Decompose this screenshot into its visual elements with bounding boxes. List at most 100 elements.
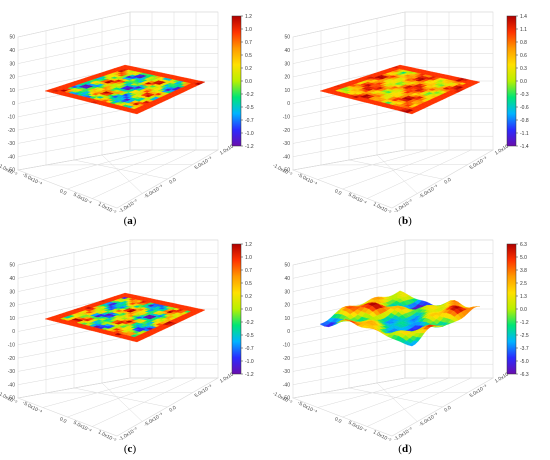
y-tick-label: -1.0x10⁻² (118, 198, 139, 214)
x-tick-label: -5.0x10⁻³ (21, 172, 43, 187)
colorbar-tick-label: -1.2 (245, 372, 254, 378)
z-tick-label: 0 (12, 329, 15, 335)
floor-gridline (67, 377, 175, 418)
colorbar-tick-label: -0.6 (520, 105, 529, 111)
z-tick-label: -50 (283, 168, 290, 174)
colorbar-tick-label: -5.0 (520, 359, 529, 365)
colorbar-tick-label: 1.2 (245, 14, 252, 20)
z-tick-label: 0 (287, 329, 290, 335)
panel-3: 50403020100-10-20-30-40-50-1.0x10⁻²-5.0x… (272, 239, 529, 455)
x-tick-label: -1.0x10⁻² (0, 163, 18, 178)
colorbar-tick-label: -2.5 (520, 333, 529, 339)
colorbar-tick-label: -1.0 (245, 359, 254, 365)
surface (44, 64, 206, 115)
colorbar-tick-label: -0.7 (245, 346, 254, 352)
z-tick-label: -30 (283, 369, 290, 375)
colorbar-tick-label: -1.1 (520, 131, 529, 137)
floor-gridline (320, 164, 468, 166)
surface (319, 64, 481, 115)
colorbar-tick-label: 0.3 (520, 66, 527, 72)
floor (291, 149, 495, 209)
z-tick-label: 50 (9, 35, 15, 41)
colorbar-tick-label: 0.0 (520, 79, 527, 85)
colorbar-tick-label: -3.7 (520, 346, 529, 352)
y-tick-label: -5.0x10⁻³ (143, 184, 164, 200)
x-tick-label: -1.0x10⁻² (0, 391, 18, 406)
floor (16, 149, 220, 209)
z-tick-label: -40 (8, 154, 15, 160)
colorbar-tick-label: 1.3 (520, 294, 527, 300)
z-tick-label: 10 (9, 316, 15, 322)
colorbar-tick-label: 0.0 (245, 79, 252, 85)
y-tick-label: -5.0x10⁻³ (418, 412, 439, 428)
colorbar-tick-label: -0.8 (520, 118, 529, 124)
z-tick-label: -10 (283, 115, 290, 121)
z-tick-label: -50 (8, 396, 15, 402)
colorbar-tick-label: 1.1 (520, 27, 527, 33)
x-tick-label: 0.0 (58, 416, 67, 425)
x-tick-label: -1.0x10⁻² (272, 163, 294, 178)
colorbar (231, 243, 242, 375)
colorbar-tick-label: 0.5 (245, 281, 252, 287)
z-tick-label: 40 (9, 276, 15, 282)
floor-gridline (342, 149, 450, 190)
z-tick-label: -20 (283, 356, 290, 362)
x-tick-label: 5.0x10⁻³ (72, 420, 92, 435)
colorbar-tick-label: 5.0 (520, 255, 527, 261)
y-tick-label: -1.0x10⁻² (118, 426, 139, 442)
colorbar-tick-label: 0.6 (520, 53, 527, 59)
floor-gridline (101, 154, 143, 194)
z-tick-label: 20 (9, 75, 15, 81)
floor-gridline (342, 377, 450, 418)
panel-label: (b) (398, 215, 412, 227)
z-tick-label: 10 (284, 88, 290, 94)
z-tick-label: 50 (284, 263, 290, 269)
z-tick-label: -30 (283, 141, 290, 147)
x-tick-label: -5.0x10⁻³ (296, 400, 318, 415)
z-tick-label: 10 (284, 316, 290, 322)
floor-gridline (92, 377, 197, 427)
panel-label: (d) (398, 443, 412, 455)
colorbar-tick-label: 0.0 (520, 307, 527, 313)
colorbar-tick-label: 0.2 (245, 294, 252, 300)
surface-cell (197, 81, 206, 84)
z-tick-label: -20 (8, 356, 15, 362)
panel-label: (a) (124, 215, 137, 227)
x-tick-label: 5.0x10⁻³ (347, 420, 367, 435)
colorbar-tick-label: -1.4 (520, 144, 529, 150)
colorbar (506, 15, 517, 147)
colorbar-tick-label: 6.3 (520, 242, 527, 248)
colorbar-tick-label: 1.0 (245, 27, 252, 33)
colorbar-tick-label: 0.7 (245, 40, 252, 46)
z-tick-label: -40 (283, 154, 290, 160)
surface-cell (472, 81, 481, 84)
x-tick-label: 5.0x10⁻³ (347, 192, 367, 207)
floor-gridline (367, 377, 472, 427)
colorbar-tick-label: -0.7 (245, 118, 254, 124)
z-tick-label: 0 (287, 101, 290, 107)
z-tick-label: -30 (8, 141, 15, 147)
floor-gridline (376, 154, 418, 194)
colorbar-tick-label: 0.8 (520, 40, 527, 46)
colorbar-tick-label: 0.0 (245, 307, 252, 313)
panel-0: 50403020100-10-20-30-40-50-1.0x10⁻²-5.0x… (0, 11, 254, 227)
colorbar-tick-label: 3.8 (520, 268, 527, 274)
floor (291, 377, 495, 437)
colorbar-tick-label: -0.2 (245, 92, 254, 98)
colorbar-tick-label: 0.7 (245, 268, 252, 274)
panel-label: (c) (124, 443, 137, 455)
z-tick-label: 0 (12, 101, 15, 107)
colorbar-tick-label: -6.3 (520, 372, 529, 378)
y-tick-label: 0.0 (443, 405, 452, 414)
colorbar-tick-label: 1.4 (520, 14, 527, 20)
z-tick-label: -40 (283, 382, 290, 388)
z-tick-label: -10 (283, 343, 290, 349)
colorbar-tick-label: 1.2 (245, 242, 252, 248)
y-tick-label: 0.0 (168, 405, 177, 414)
z-tick-label: 40 (284, 276, 290, 282)
floor (16, 377, 220, 437)
z-tick-label: -40 (8, 382, 15, 388)
z-tick-label: -30 (8, 369, 15, 375)
z-tick-label: 40 (284, 48, 290, 54)
